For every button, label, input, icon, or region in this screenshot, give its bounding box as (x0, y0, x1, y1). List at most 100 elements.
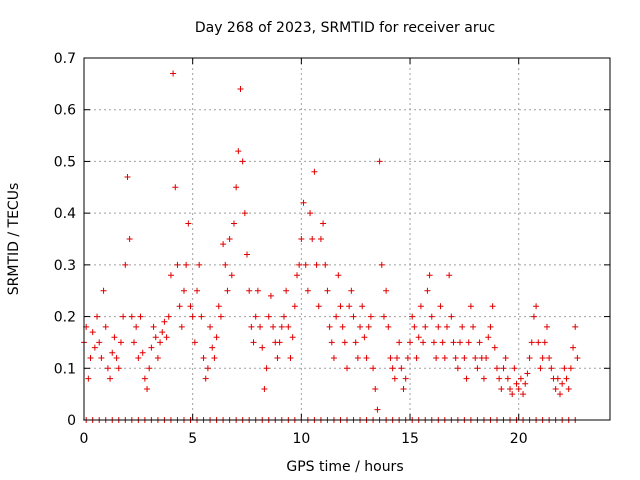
data-point (109, 349, 116, 356)
x-tick-label: 0 (80, 431, 89, 447)
data-point (333, 313, 340, 320)
data-point (237, 86, 244, 93)
data-point (187, 303, 194, 310)
data-point (191, 339, 198, 346)
data-point (222, 261, 229, 268)
data-point (389, 365, 396, 372)
data-point (226, 236, 233, 242)
data-point (557, 391, 564, 398)
data-point (337, 303, 344, 310)
data-point (328, 339, 335, 346)
data-point (298, 236, 305, 242)
data-point (367, 313, 374, 320)
data-point (487, 323, 494, 330)
data-point (407, 339, 414, 346)
data-point (211, 354, 218, 361)
data-point (111, 334, 118, 341)
data-point (543, 323, 550, 330)
data-point (152, 334, 159, 341)
data-point (144, 385, 151, 392)
data-point (309, 236, 316, 242)
data-point (115, 365, 122, 372)
data-point (448, 313, 455, 320)
data-point (350, 313, 357, 320)
y-tick-label: 0 (67, 413, 76, 429)
y-tick-label: 0.4 (54, 206, 76, 222)
data-point (167, 272, 174, 279)
data-point (274, 354, 281, 361)
data-point (524, 370, 531, 377)
data-point (224, 287, 231, 294)
data-point (565, 385, 572, 392)
data-point (526, 354, 533, 361)
data-point (359, 303, 366, 310)
data-point (439, 339, 446, 346)
data-point (567, 365, 574, 372)
chart-title: Day 268 of 2023, SRMTID for receiver aru… (195, 20, 495, 36)
data-point (320, 220, 327, 227)
data-point (194, 287, 201, 294)
y-tick-label: 0.5 (54, 154, 76, 170)
data-point (393, 354, 400, 361)
data-point (139, 349, 146, 356)
data-point (270, 323, 277, 330)
data-point (437, 303, 444, 310)
data-point (450, 339, 457, 346)
data-point (213, 334, 220, 341)
data-point (515, 385, 522, 392)
data-point (215, 303, 222, 310)
data-point (124, 173, 131, 180)
data-point (228, 272, 235, 279)
data-point (174, 261, 181, 268)
data-point (537, 365, 544, 372)
data-point (420, 339, 427, 346)
data-point (352, 339, 359, 346)
data-point (546, 354, 553, 361)
data-point (102, 323, 109, 330)
y-tick-label: 0.1 (54, 361, 76, 377)
data-point (533, 303, 540, 310)
data-point (107, 375, 114, 382)
y-tick-label: 0.3 (54, 258, 76, 274)
data-point (480, 375, 487, 382)
data-point (157, 339, 164, 346)
data-point (291, 303, 298, 310)
data-point (398, 365, 405, 372)
data-point (363, 354, 370, 361)
data-point (198, 313, 205, 320)
data-point (385, 323, 392, 330)
plot-frame (83, 57, 611, 421)
data-point (396, 339, 403, 346)
data-point (248, 323, 255, 330)
data-point (422, 323, 429, 330)
data-point (402, 375, 409, 382)
data-point (230, 220, 237, 227)
data-point (520, 391, 527, 398)
data-point (409, 313, 416, 320)
data-point (324, 287, 331, 294)
data-point (183, 261, 190, 268)
data-point (463, 375, 470, 382)
data-point (446, 272, 453, 279)
data-point (376, 158, 383, 165)
data-point (267, 292, 274, 299)
data-point (443, 323, 450, 330)
data-point (530, 313, 537, 320)
x-tick-label: 15 (401, 431, 419, 447)
data-point (202, 375, 209, 382)
data-point (354, 354, 361, 361)
data-point (454, 365, 461, 372)
data-point (489, 303, 496, 310)
data-point (137, 313, 144, 320)
data-point (148, 344, 155, 351)
data-point (289, 334, 296, 341)
data-point (141, 375, 148, 382)
x-tick-label: 20 (510, 431, 528, 447)
data-point (517, 375, 524, 382)
data-point (85, 375, 92, 382)
x-tick-label: 10 (292, 431, 310, 447)
data-point (465, 339, 472, 346)
data-point (535, 339, 542, 346)
data-point (470, 323, 477, 330)
data-point (220, 241, 227, 248)
